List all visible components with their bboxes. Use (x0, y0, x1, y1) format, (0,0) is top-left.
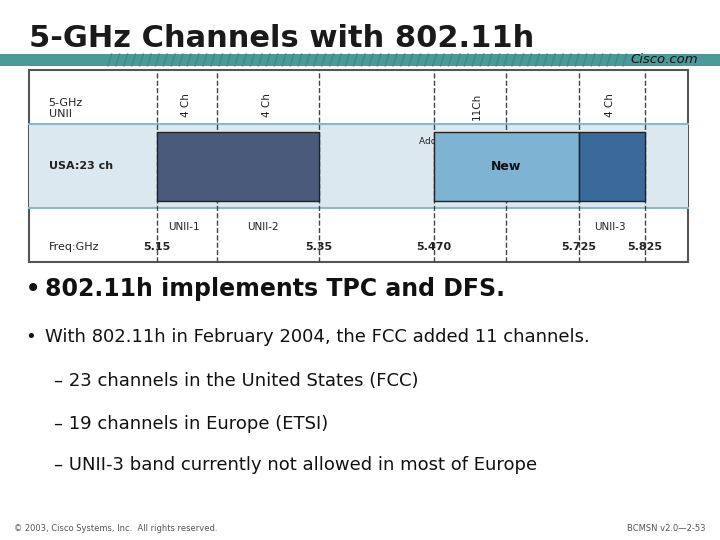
Text: With 802.11h in February 2004, the FCC added 11 channels.: With 802.11h in February 2004, the FCC a… (45, 328, 590, 347)
Text: 4 Ch: 4 Ch (181, 93, 191, 117)
Bar (157, 132, 319, 200)
Text: UNII-2: UNII-2 (247, 222, 279, 232)
Text: Additional 11 Channels: Additional 11 Channels (419, 137, 524, 146)
Text: © 2003, Cisco Systems, Inc.  All rights reserved.: © 2003, Cisco Systems, Inc. All rights r… (14, 524, 218, 533)
Text: 5.15: 5.15 (144, 241, 171, 252)
Text: Channels: Channels (246, 137, 288, 146)
Text: – 23 channels in the United States (FCC): – 23 channels in the United States (FCC) (54, 372, 418, 390)
Text: 5-GHz Channels with 802.11h: 5-GHz Channels with 802.11h (29, 24, 534, 53)
Bar (579, 132, 645, 200)
Text: New: New (491, 159, 521, 173)
Bar (434, 132, 579, 200)
Text: 11Ch: 11Ch (472, 93, 482, 120)
Text: •: • (25, 275, 42, 303)
Text: BCMSN v2.0—2-53: BCMSN v2.0—2-53 (627, 524, 706, 533)
Text: 5.35: 5.35 (305, 241, 332, 252)
Text: 802.11h implements TPC and DFS.: 802.11h implements TPC and DFS. (45, 277, 505, 301)
Text: 5-GHz
UNII: 5-GHz UNII (48, 98, 83, 119)
Text: •: • (25, 328, 36, 347)
Text: Freq:GHz: Freq:GHz (48, 241, 99, 252)
Text: UNII-1: UNII-1 (168, 222, 199, 232)
Text: 4 Ch: 4 Ch (262, 93, 272, 117)
Bar (29, 124, 688, 208)
Text: – 19 channels in Europe (ETSI): – 19 channels in Europe (ETSI) (54, 415, 328, 433)
Text: – UNII-3 band currently not allowed in most of Europe: – UNII-3 band currently not allowed in m… (54, 456, 537, 475)
Text: 4 Channels: 4 Channels (582, 137, 632, 146)
Text: Cisco.com: Cisco.com (631, 53, 698, 66)
Text: USA:23 ch: USA:23 ch (48, 161, 113, 171)
Text: 4 Ch: 4 Ch (605, 93, 615, 117)
Text: Existing 8: Existing 8 (163, 137, 208, 146)
Text: 5.470: 5.470 (416, 241, 451, 252)
Bar (29, 70, 688, 262)
Text: 5.825: 5.825 (627, 241, 662, 252)
Bar (0, 54, 720, 66)
Text: 5.725: 5.725 (562, 241, 596, 252)
Text: UNII-3: UNII-3 (594, 222, 626, 232)
